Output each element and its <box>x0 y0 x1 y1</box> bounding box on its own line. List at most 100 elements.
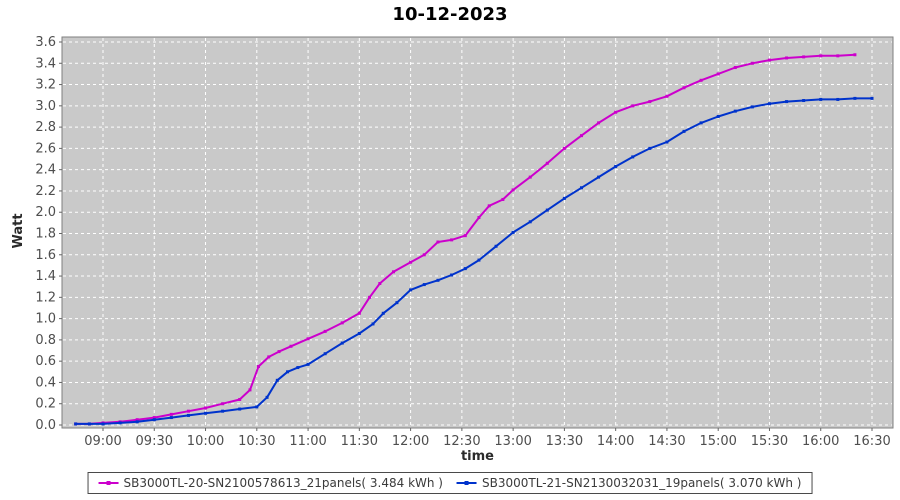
series-point-marker <box>579 186 583 190</box>
x-tick-label: 12:00 <box>392 434 429 449</box>
series-point-marker <box>436 278 440 282</box>
plot-background <box>61 36 894 429</box>
series-point-marker <box>597 121 601 125</box>
x-tick-label: 15:00 <box>699 434 736 449</box>
series-point-marker <box>265 395 269 399</box>
y-tick-label: 0.0 <box>35 418 56 433</box>
series-point-marker <box>511 230 515 234</box>
series-point-marker <box>562 146 566 150</box>
series-point-marker <box>238 397 242 401</box>
series-point-marker <box>267 355 271 359</box>
series-point-marker <box>101 422 105 426</box>
legend-label: SB3000TL-20-SN2100578613_21panels( 3.484… <box>123 476 443 490</box>
series-point-marker <box>870 96 874 100</box>
y-tick-label: 3.2 <box>35 78 56 93</box>
series-point-marker <box>422 283 426 287</box>
series-point-marker <box>371 322 375 326</box>
y-tick-label: 3.0 <box>35 99 56 114</box>
x-tick-label: 09:00 <box>84 434 121 449</box>
series-point-marker <box>477 258 481 262</box>
y-tick-label: 3.4 <box>35 56 56 71</box>
series-point-marker <box>597 175 601 179</box>
series-point-marker <box>528 220 532 224</box>
series-point-marker <box>631 155 635 159</box>
series-point-marker <box>255 405 259 409</box>
series-point-marker <box>152 416 156 420</box>
series-point-marker <box>733 109 737 113</box>
series-point-marker <box>648 146 652 150</box>
y-axis-ticks: 0.0 0.2 0.4 0.6 0.8 1.0 1.2 1.4 1.6 1.8 2.0 2.2 2.4 2… <box>35 35 62 433</box>
series-point-marker <box>767 58 771 62</box>
x-tick-label: 16:30 <box>853 434 890 449</box>
y-tick-label: 2.4 <box>35 163 56 178</box>
series-point-marker <box>733 66 737 70</box>
y-tick-label: 1.6 <box>35 248 56 263</box>
series-point-marker <box>204 411 208 415</box>
series-point-marker <box>682 86 686 90</box>
y-tick-label: 2.2 <box>35 184 56 199</box>
series-point-marker <box>186 409 190 413</box>
series-point-marker <box>631 104 635 108</box>
series-point-marker <box>494 244 498 248</box>
x-axis-ticks: 09:00 09:30 10:00 10:30 11:00 11:30 12:00 12:30… <box>84 428 891 449</box>
series-point-marker <box>750 61 754 65</box>
y-tick-label: 2.8 <box>35 120 56 135</box>
series-point-marker <box>357 332 361 336</box>
legend-label: SB3000TL-21-SN2130032031_19panels( 3.070… <box>482 476 802 490</box>
series-point-marker <box>135 420 139 424</box>
series-point-marker <box>357 311 361 315</box>
series-1 <box>74 96 874 426</box>
legend-item: SB3000TL-20-SN2100578613_21panels( 3.484… <box>98 476 443 490</box>
series-point-marker <box>323 329 327 333</box>
series-point-marker <box>257 364 261 368</box>
series-point-marker <box>275 378 279 382</box>
y-tick-label: 0.4 <box>35 375 56 390</box>
series-point-marker <box>436 240 440 244</box>
series-point-marker <box>853 96 857 100</box>
y-tick-label: 2.6 <box>35 141 56 156</box>
series-point-marker <box>836 54 840 58</box>
series-point-marker <box>74 422 78 426</box>
series-point-marker <box>699 121 703 125</box>
series-point-marker <box>323 352 327 356</box>
series-point-marker <box>277 350 281 354</box>
y-tick-label: 1.8 <box>35 227 56 242</box>
series-point-marker <box>665 94 669 98</box>
series-point-marker <box>450 273 454 277</box>
series-point-marker <box>378 282 382 286</box>
series-point-marker <box>306 362 310 366</box>
y-tick-label: 0.2 <box>35 397 56 412</box>
series-point-marker <box>381 311 385 315</box>
series-point-marker <box>340 341 344 345</box>
series-point-marker <box>562 196 566 200</box>
x-tick-label: 14:00 <box>597 434 634 449</box>
series-point-marker <box>528 175 532 179</box>
y-tick-label: 1.2 <box>35 290 56 305</box>
series-point-marker <box>853 53 857 57</box>
series-point-marker <box>135 418 139 422</box>
series-point-marker <box>819 54 823 58</box>
x-tick-label: 14:30 <box>648 434 685 449</box>
series-line-1 <box>74 97 873 425</box>
series-point-marker <box>802 99 806 103</box>
series-point-marker <box>682 129 686 133</box>
series-point-marker <box>186 413 190 417</box>
series-point-marker <box>368 295 372 299</box>
series-line-0 <box>74 53 856 425</box>
series-point-marker <box>716 72 720 76</box>
series-point-marker <box>169 416 173 420</box>
series-point-marker <box>152 418 156 422</box>
series-point-marker <box>716 114 720 118</box>
series-point-marker <box>409 260 413 264</box>
series-point-marker <box>511 188 515 192</box>
series-point-marker <box>648 100 652 104</box>
legend-item: SB3000TL-21-SN2130032031_19panels( 3.070… <box>457 476 801 490</box>
y-tick-label: 1.4 <box>35 269 56 284</box>
x-tick-label: 13:30 <box>546 434 583 449</box>
series-point-marker <box>545 161 549 165</box>
series-point-marker <box>463 267 467 271</box>
series-point-marker <box>785 100 789 104</box>
legend-line-swatch-icon <box>457 481 477 485</box>
x-tick-label: 10:30 <box>238 434 275 449</box>
series-point-marker <box>665 140 669 144</box>
